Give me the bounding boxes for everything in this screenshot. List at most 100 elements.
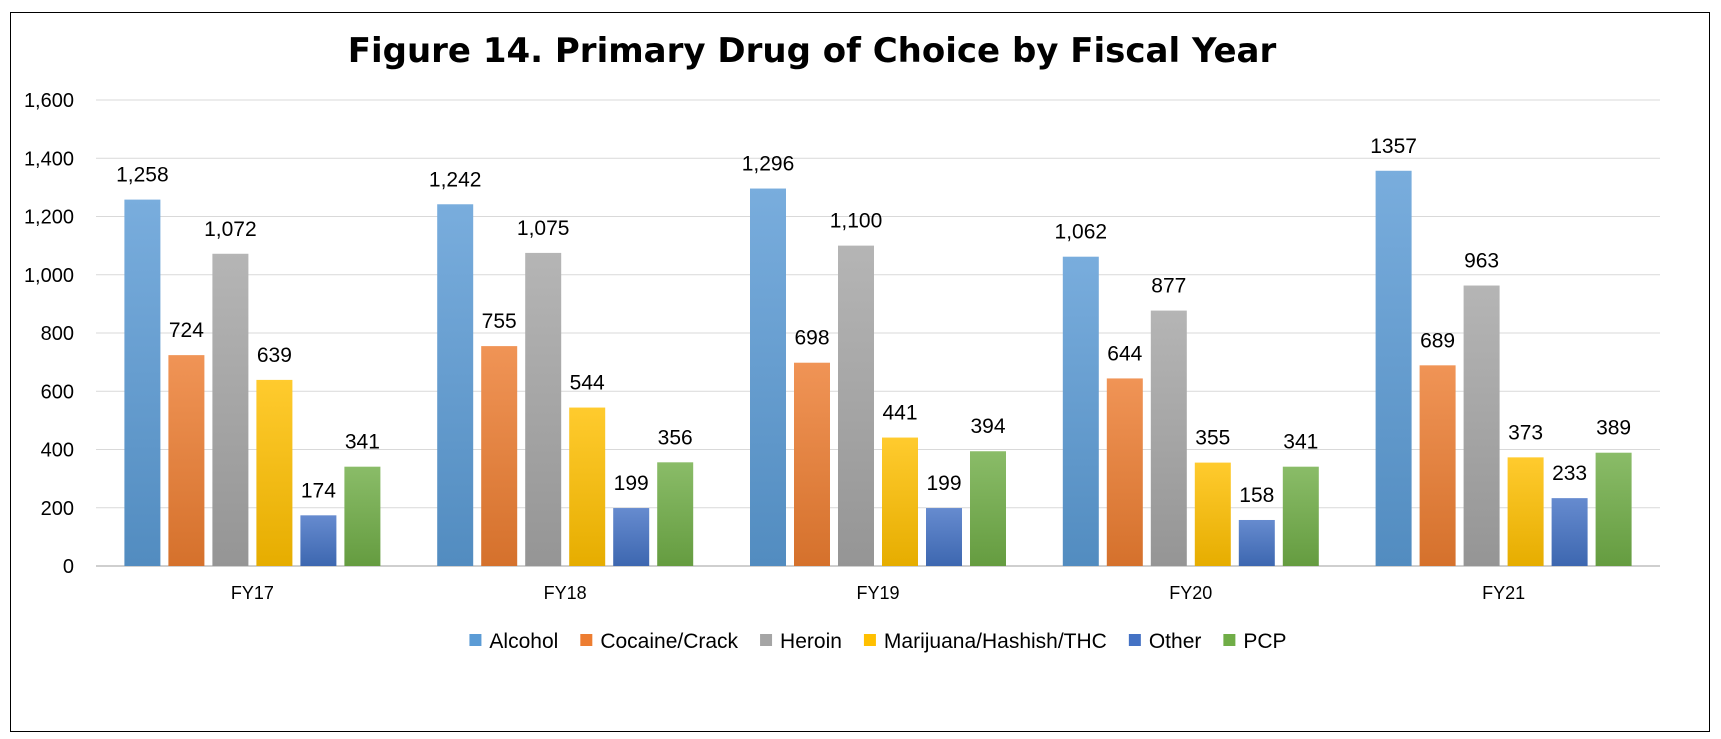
legend-swatch bbox=[469, 634, 482, 646]
legend-swatch bbox=[580, 634, 593, 646]
legend-swatch bbox=[863, 634, 876, 646]
legend-item: PCP bbox=[1223, 630, 1287, 653]
data-label: 389 bbox=[1596, 417, 1631, 440]
data-label: 1,062 bbox=[1055, 221, 1108, 244]
bar-fy19-3 bbox=[882, 437, 918, 566]
legend-label: PCP bbox=[1243, 630, 1286, 653]
data-label: 341 bbox=[1283, 431, 1318, 454]
bar-fy17-5 bbox=[344, 466, 381, 566]
bar-fy21-0 bbox=[1375, 170, 1412, 566]
legend-label: Alcohol bbox=[489, 630, 558, 653]
data-label: 689 bbox=[1420, 329, 1455, 352]
data-label: 373 bbox=[1508, 421, 1543, 444]
data-label: 644 bbox=[1107, 342, 1142, 365]
data-label: 1357 bbox=[1370, 135, 1417, 158]
y-tick-label: 1,200 bbox=[24, 207, 74, 229]
data-label: 199 bbox=[614, 472, 649, 495]
bar-fy17-3 bbox=[256, 379, 293, 566]
bar-fy18-5 bbox=[657, 462, 694, 566]
legend-label: Heroin bbox=[780, 630, 842, 653]
data-label: 174 bbox=[301, 479, 336, 502]
bar-fy21-3 bbox=[1507, 457, 1544, 566]
data-label: 199 bbox=[926, 472, 961, 495]
bar-fy17-0 bbox=[124, 199, 161, 567]
bars bbox=[124, 170, 1632, 567]
bar-fy17-4 bbox=[300, 515, 337, 566]
y-tick-label: 0 bbox=[63, 556, 74, 578]
legend-swatch bbox=[1223, 634, 1236, 646]
bar-fy19-2 bbox=[838, 245, 874, 566]
legend-label: Cocaine/Crack bbox=[600, 630, 738, 653]
bar-fy20-4 bbox=[1238, 519, 1275, 566]
data-label: 341 bbox=[345, 431, 380, 454]
y-tick-label: 1,000 bbox=[24, 265, 74, 287]
y-tick-label: 1,400 bbox=[24, 148, 74, 170]
legend-swatch bbox=[1128, 634, 1141, 646]
bar-fy19-5 bbox=[970, 451, 1006, 566]
y-tick-label: 1,600 bbox=[24, 90, 74, 112]
data-label: 394 bbox=[970, 415, 1005, 438]
y-tick-label: 600 bbox=[41, 381, 74, 403]
data-label: 355 bbox=[1195, 427, 1230, 450]
data-label: 755 bbox=[482, 310, 517, 333]
legend-item: Heroin bbox=[760, 630, 842, 653]
data-labels: 1,258 724 1,072 639 174 341 1,242 755 1,075 544 19… bbox=[116, 135, 1631, 507]
data-label: 1,100 bbox=[830, 210, 883, 233]
data-label: 698 bbox=[794, 327, 829, 350]
bar-fy18-3 bbox=[569, 407, 606, 566]
data-label: 1,242 bbox=[429, 168, 482, 191]
x-tick-label: FY18 bbox=[544, 583, 587, 603]
bar-fy19-4 bbox=[926, 508, 962, 566]
data-label: 639 bbox=[257, 344, 292, 367]
bar-fy17-1 bbox=[168, 355, 205, 566]
y-axis: 0 200 400 600 800 1,000 1,200 1,400 1,600 bbox=[24, 90, 74, 578]
data-label: 1,075 bbox=[517, 217, 570, 240]
legend-label: Marijuana/Hashish/THC bbox=[884, 630, 1107, 653]
data-label: 877 bbox=[1151, 275, 1186, 298]
legend-item: Cocaine/Crack bbox=[580, 630, 739, 653]
data-label: 1,296 bbox=[742, 153, 795, 176]
legend: Alcohol Cocaine/Crack Heroin Marijuana/Hash… bbox=[469, 630, 1287, 653]
bar-fy21-5 bbox=[1595, 452, 1632, 566]
y-tick-label: 800 bbox=[41, 323, 74, 345]
bar-fy20-5 bbox=[1282, 466, 1319, 566]
legend-item: Other bbox=[1128, 630, 1202, 653]
bar-fy18-2 bbox=[525, 252, 562, 566]
bar-fy17-2 bbox=[212, 253, 249, 566]
chart-title: Figure 14. Primary Drug of Choice by Fis… bbox=[348, 31, 1277, 71]
y-tick-label: 400 bbox=[41, 440, 74, 462]
bar-fy21-2 bbox=[1463, 285, 1500, 566]
data-label: 233 bbox=[1552, 462, 1587, 485]
bar-fy18-0 bbox=[437, 204, 474, 566]
x-axis: FY17 FY18 FY19 FY20 FY21 bbox=[231, 583, 1525, 603]
data-label: 963 bbox=[1464, 250, 1499, 273]
bar-fy20-1 bbox=[1106, 378, 1143, 566]
y-tick-label: 200 bbox=[41, 498, 74, 520]
data-label: 1,258 bbox=[116, 164, 169, 187]
data-label: 544 bbox=[570, 372, 605, 395]
x-tick-label: FY21 bbox=[1482, 583, 1525, 603]
x-tick-label: FY20 bbox=[1169, 583, 1212, 603]
data-label: 1,072 bbox=[204, 218, 257, 241]
bar-fy20-2 bbox=[1150, 310, 1187, 566]
legend-swatch bbox=[760, 634, 773, 646]
legend-item: Marijuana/Hashish/THC bbox=[863, 630, 1107, 653]
data-label: 724 bbox=[169, 319, 204, 342]
bar-fy20-3 bbox=[1194, 462, 1231, 566]
bar-fy20-0 bbox=[1062, 256, 1099, 566]
data-label: 356 bbox=[658, 426, 693, 449]
bar-fy21-4 bbox=[1551, 498, 1588, 566]
bar-fy21-1 bbox=[1419, 365, 1456, 566]
bar-fy18-1 bbox=[481, 346, 518, 566]
bar-fy19-0 bbox=[750, 188, 786, 567]
bar-fy18-4 bbox=[613, 508, 650, 566]
x-tick-label: FY17 bbox=[231, 583, 274, 603]
x-tick-label: FY19 bbox=[856, 583, 899, 603]
bar-fy19-1 bbox=[794, 362, 830, 566]
legend-label: Other bbox=[1149, 630, 1202, 653]
data-label: 158 bbox=[1239, 484, 1274, 507]
legend-item: Alcohol bbox=[469, 630, 558, 653]
data-label: 441 bbox=[882, 402, 917, 425]
